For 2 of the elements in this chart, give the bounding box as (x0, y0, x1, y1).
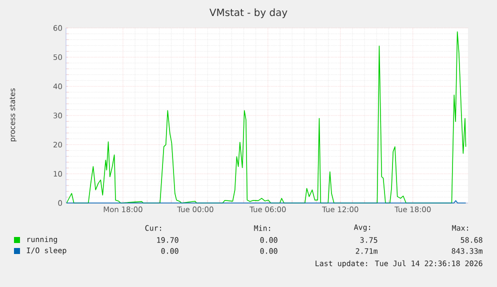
chart-title: VMstat - by day (210, 8, 288, 18)
line-series (66, 31, 466, 204)
